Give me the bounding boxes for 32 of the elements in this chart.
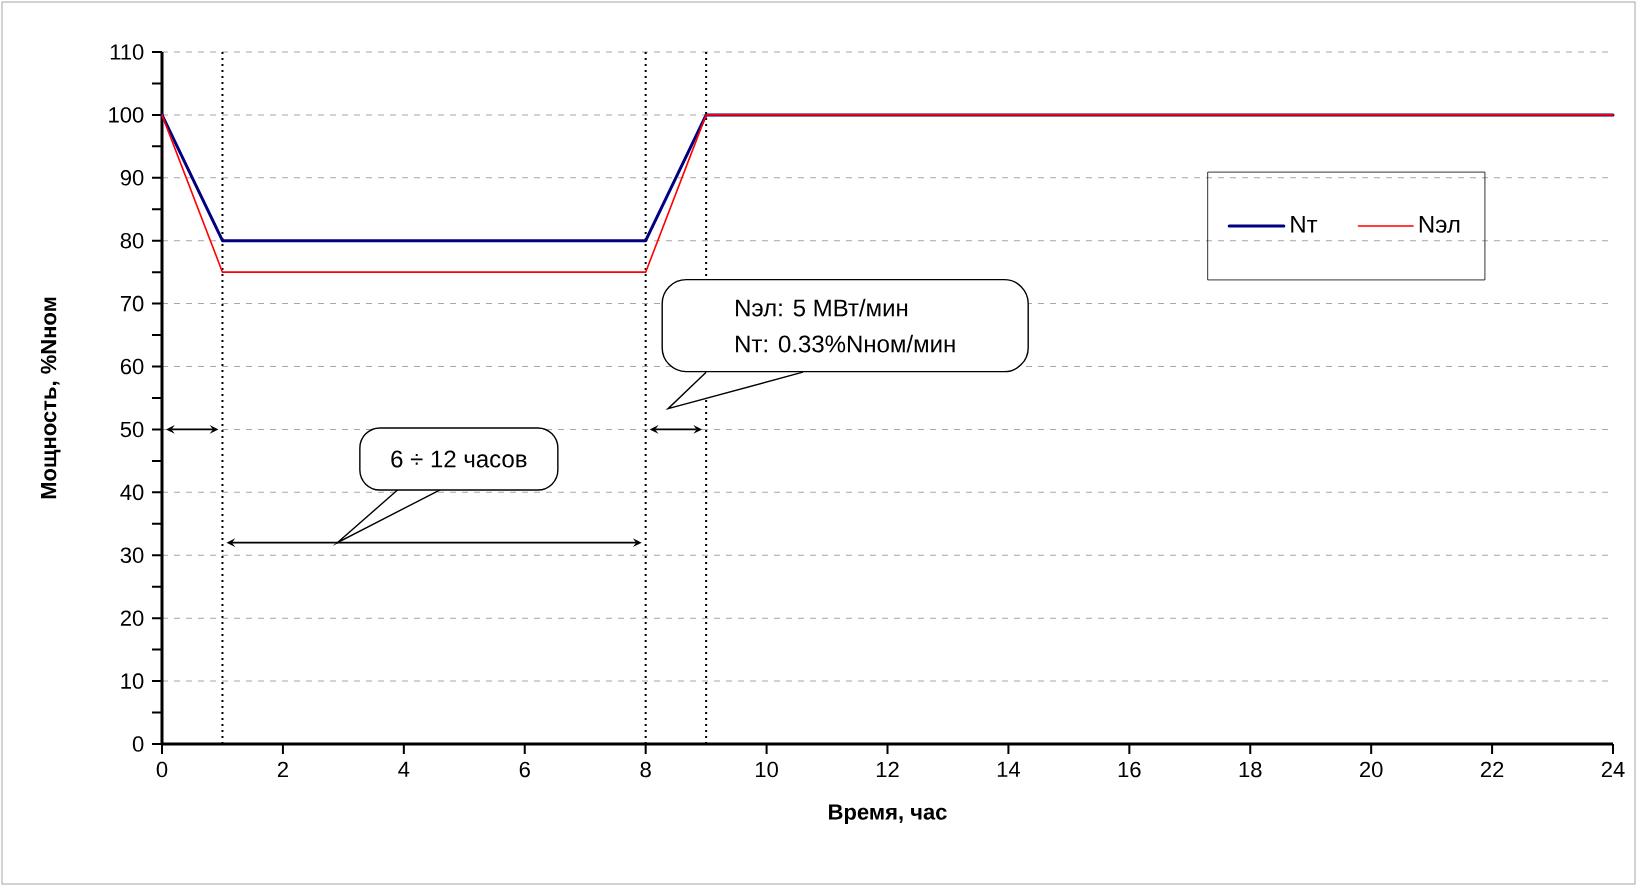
y-tick-label: 30	[120, 547, 144, 564]
x-tick-label: 0	[156, 761, 168, 778]
x-tick-label: 22	[1480, 761, 1504, 778]
y-tick-label: 60	[120, 358, 144, 375]
x-tick-label: 18	[1239, 761, 1262, 778]
y-axis-title: Мощность, %Nном	[40, 297, 61, 499]
x-tick-label: 10	[756, 761, 778, 778]
x-tick-label: 8	[640, 761, 651, 778]
y-tick-label: 90	[120, 170, 144, 186]
x-tick-label: 4	[398, 761, 410, 777]
x-tick-label: 2	[277, 761, 288, 778]
x-tick-label: 6	[519, 761, 530, 778]
annotation: 6 ÷ 12 часов	[391, 450, 527, 468]
annotation: Nт: 0.33%Nном/мин	[736, 334, 955, 353]
y-tick-label: 110	[110, 44, 144, 60]
y-tick-label: 40	[120, 484, 144, 501]
legend-label: Nт	[1291, 216, 1318, 233]
y-tick-label: 0	[132, 736, 144, 752]
y-tick-label: 10	[121, 673, 144, 689]
x-axis-title: Время, час	[829, 804, 947, 825]
y-tick-label: 50	[120, 421, 144, 438]
y-tick-label: 70	[120, 295, 144, 312]
y-tick-label: 100	[109, 107, 144, 123]
x-tick-label: 12	[876, 761, 899, 778]
y-tick-label: 20	[120, 610, 144, 626]
y-tick-label: 80	[120, 232, 144, 249]
x-tick-label: 14	[997, 761, 1020, 777]
legend-label: Nэл	[1419, 216, 1460, 233]
x-tick-label: 16	[1118, 761, 1141, 778]
x-tick-label: 20	[1360, 761, 1383, 778]
x-tick-label: 24	[1601, 761, 1625, 778]
annotation: Nэл: 5 МВт/мин	[736, 298, 908, 317]
